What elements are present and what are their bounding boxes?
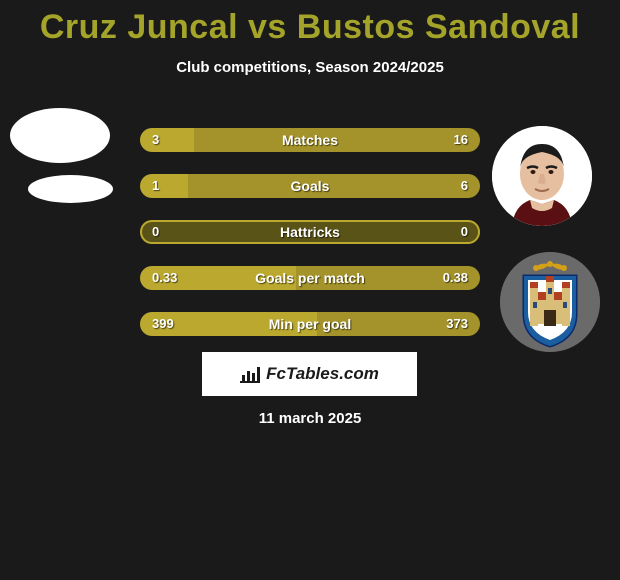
comparison-title: Cruz Juncal vs Bustos Sandoval	[0, 0, 620, 47]
stat-label: Hattricks	[140, 220, 480, 244]
stat-label: Goals	[140, 174, 480, 198]
stat-label: Matches	[140, 128, 480, 152]
stat-row: 16Goals	[140, 174, 480, 198]
bar-chart-icon	[240, 365, 260, 383]
attribution-badge: FcTables.com	[202, 352, 417, 396]
stat-row: 316Matches	[140, 128, 480, 152]
comparison-subtitle: Club competitions, Season 2024/2025	[0, 59, 620, 76]
stat-row: 00Hattricks	[140, 220, 480, 244]
attribution-text: FcTables.com	[266, 364, 379, 384]
snapshot-date: 11 march 2025	[0, 410, 620, 427]
stat-row: 0.330.38Goals per match	[140, 266, 480, 290]
stat-rows-container: 316Matches 16Goals 00Hattricks 0.330.38Goal…	[0, 128, 620, 348]
stat-label: Min per goal	[140, 312, 480, 336]
stat-label: Goals per match	[140, 266, 480, 290]
stat-row: 399373Min per goal	[140, 312, 480, 336]
